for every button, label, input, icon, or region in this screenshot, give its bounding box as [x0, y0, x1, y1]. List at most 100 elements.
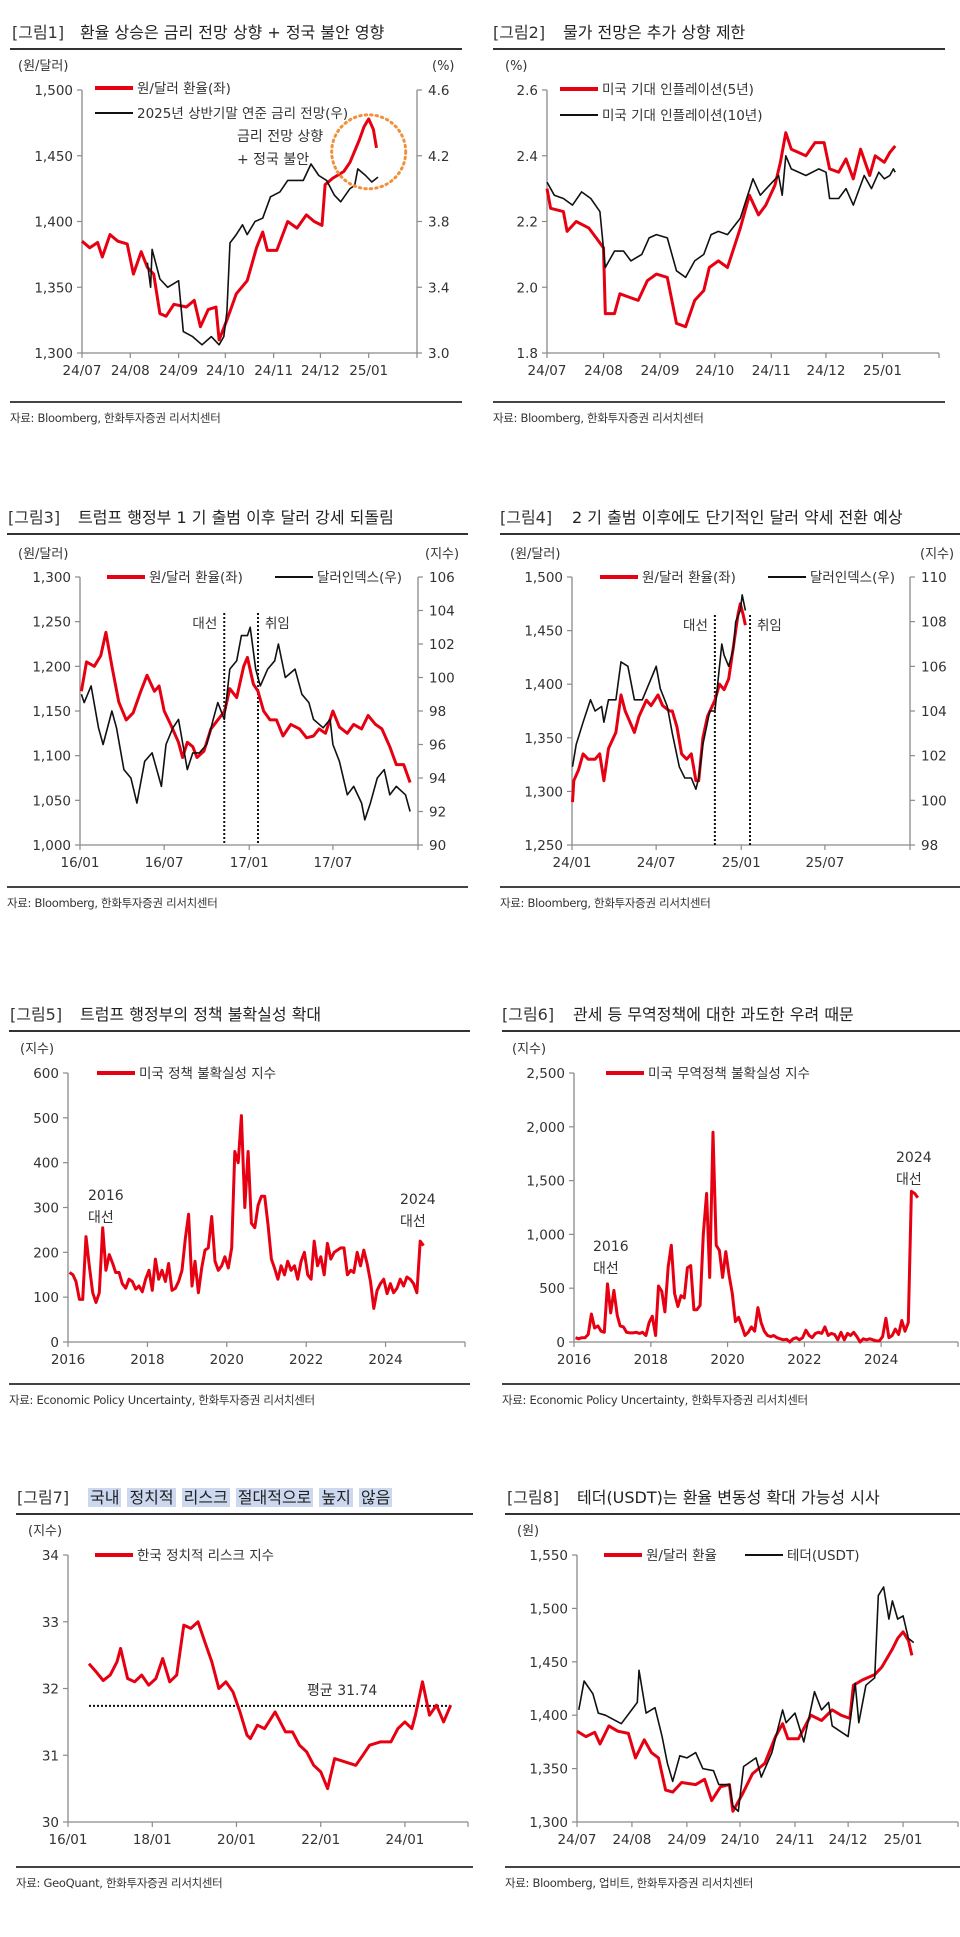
x-tick-label: 16/01 — [49, 1832, 88, 1848]
source-note: 자료: Bloomberg, 업비트, 한화투자증권 리서치센터 — [505, 1876, 754, 1890]
figure-7: [그림7] 국내 정치적 리스크 절대적으로 높지 않음 자료: GeoQuant, 한화투자… — [0, 1465, 480, 1905]
legend-label: 미국 기대 인플레이션(5년) — [602, 82, 754, 98]
figure-title: 2 기 출범 이후에도 단기적인 달러 약세 전환 예상 — [572, 508, 903, 527]
source-divider — [502, 1383, 960, 1385]
source-note: 자료: Economic Policy Uncertainty, 한화투자증권 … — [502, 1393, 808, 1407]
x-tick-label: 24/09 — [641, 363, 680, 379]
y-tick-label: 30 — [42, 1815, 59, 1831]
x-tick-label: 2022 — [787, 1352, 821, 1368]
y-tick-label: 1,300 — [32, 570, 71, 586]
x-tick-label: 16/07 — [145, 855, 184, 871]
series-line-1 — [576, 1630, 914, 1813]
source-note: 자료: GeoQuant, 한화투자증권 리서치센터 — [16, 1876, 223, 1890]
y-unit-left: (원/달러) — [18, 547, 68, 562]
source-divider — [505, 1866, 960, 1868]
y-tick-label-right: 104 — [921, 704, 947, 720]
chart-4: 1,500 1,450 1,400 1,350 1,300 1,250 110 108 106 1… — [510, 547, 954, 871]
y-unit-left: (지수) — [512, 1042, 546, 1057]
legend-label: 달러인덱스(우) — [810, 570, 895, 586]
y-tick-label-right: 96 — [429, 738, 446, 754]
y-tick-label-right: 92 — [429, 805, 446, 821]
annotation-text: 2024 — [400, 1192, 436, 1208]
x-tick-label: 24/08 — [612, 1832, 651, 1848]
y-tick-label: 31 — [42, 1748, 59, 1764]
legend-label: 원/달러 환율(좌) — [137, 81, 231, 97]
series-line-1 — [79, 630, 412, 784]
figure-label: [그림6] — [502, 1005, 555, 1024]
y-tick-label: 600 — [33, 1066, 59, 1082]
y-unit-left: (지수) — [28, 1524, 62, 1539]
series-line-1 — [571, 602, 747, 803]
x-tick-label: 2016 — [557, 1352, 591, 1368]
series-line-1 — [81, 117, 378, 342]
x-tick-label: 24/10 — [721, 1832, 760, 1848]
x-tick-label: 24/12 — [301, 363, 340, 379]
legend-label: 원/달러 환율(좌) — [642, 570, 736, 586]
annotation-text: + 정국 불안 — [237, 152, 309, 168]
figure-label: [그림3] — [8, 508, 61, 527]
annotation-text: 대선 — [88, 1210, 114, 1226]
y-tick-label: 1,000 — [32, 838, 71, 854]
event-label: 대선 — [683, 618, 708, 634]
x-tick-label: 24/10 — [206, 363, 245, 379]
legend-label: 달러인덱스(우) — [317, 570, 402, 586]
figure-title: 테더(USDT)는 환율 변동성 확대 가능성 시사 — [577, 1488, 880, 1507]
source-note: 자료: Bloomberg, 한화투자증권 리서치센터 — [10, 411, 221, 425]
title-divider — [502, 1030, 960, 1032]
figure-title: 물가 전망은 추가 상향 제한 — [563, 23, 746, 42]
annotation-text: 금리 전망 상향 — [237, 129, 323, 145]
title-word: 높지 — [319, 1488, 353, 1507]
y-tick-label: 1,450 — [524, 624, 563, 640]
legend-label: 2025년 상반기말 연준 금리 전망(우) — [137, 106, 348, 122]
y-tick-label: 1,500 — [524, 570, 563, 586]
y-tick-label: 1,050 — [32, 793, 71, 809]
series-line-1 — [575, 1130, 920, 1344]
y-unit-right: (지수) — [425, 547, 459, 562]
source-divider — [9, 1383, 470, 1385]
y-tick-label: 300 — [33, 1201, 59, 1217]
y-tick-label: 2.6 — [517, 83, 538, 99]
chart-2: 2.6 2.4 2.2 2.0 1.824/07 24/08 24/09 24/10 24/11… — [505, 59, 940, 379]
source-divider — [10, 401, 462, 403]
source-divider — [500, 886, 960, 888]
y-tick-label-right: 100 — [429, 671, 455, 687]
y-tick-label: 500 — [539, 1281, 565, 1297]
y-tick-label-right: 110 — [921, 570, 947, 586]
event-label: 취임 — [757, 618, 782, 634]
y-unit-left: (원/달러) — [510, 547, 560, 562]
legend-label: 한국 정치적 리스크 지수 — [137, 1548, 274, 1564]
figure-4: [그림4] 2 기 출범 이후에도 단기적인 달러 약세 전환 예상 자료: Blo… — [480, 485, 960, 925]
legend-label: 미국 정책 불확실성 지수 — [139, 1066, 276, 1082]
y-tick-label: 1,400 — [524, 677, 563, 693]
figure-label: [그림8] — [507, 1488, 560, 1507]
y-unit-right: (지수) — [920, 547, 954, 562]
x-tick-label: 2024 — [368, 1352, 402, 1368]
y-tick-label: 1,550 — [529, 1548, 568, 1564]
event-label: 취임 — [265, 616, 290, 632]
x-tick-label: 24/12 — [829, 1832, 868, 1848]
x-tick-label: 2016 — [51, 1352, 85, 1368]
y-tick-label: 1,450 — [34, 149, 73, 165]
figure-3: [그림3] 트럼프 행정부 1 기 출범 이후 달러 강세 되돌림 자료: Bloo… — [0, 485, 480, 925]
y-unit-left: (원) — [517, 1524, 539, 1539]
y-tick-label: 2,500 — [526, 1066, 565, 1082]
y-tick-label: 1,100 — [32, 749, 71, 765]
figure-title: 국내 정치적 리스크 절대적으로 높지 않음 — [88, 1484, 398, 1508]
title-divider — [10, 48, 462, 50]
y-unit-left: (지수) — [20, 1042, 54, 1057]
chart-3: 1,300 1,250 1,200 1,150 1,100 1,050 1,000 106 10… — [18, 547, 459, 871]
x-tick-label: 24/07 — [558, 1832, 597, 1848]
figure-title: 관세 등 무역정책에 대한 과도한 우려 때문 — [573, 1005, 854, 1024]
figure-title: 트럼프 행정부 1 기 출범 이후 달러 강세 되돌림 — [78, 508, 394, 527]
x-tick-label: 24/11 — [776, 1832, 815, 1848]
y-tick-label-right: 106 — [921, 659, 947, 675]
title-divider — [493, 48, 945, 50]
annotation-text: 대선 — [400, 1214, 426, 1230]
annotation-text: 대선 — [896, 1172, 922, 1188]
x-tick-label: 24/10 — [695, 363, 734, 379]
figure-2: [그림2] 물가 전망은 추가 상향 제한 자료: Bloomberg, 한화투자증… — [480, 0, 960, 440]
source-note: 자료: Economic Policy Uncertainty, 한화투자증권 … — [9, 1393, 315, 1407]
x-tick-label: 2020 — [710, 1352, 744, 1368]
